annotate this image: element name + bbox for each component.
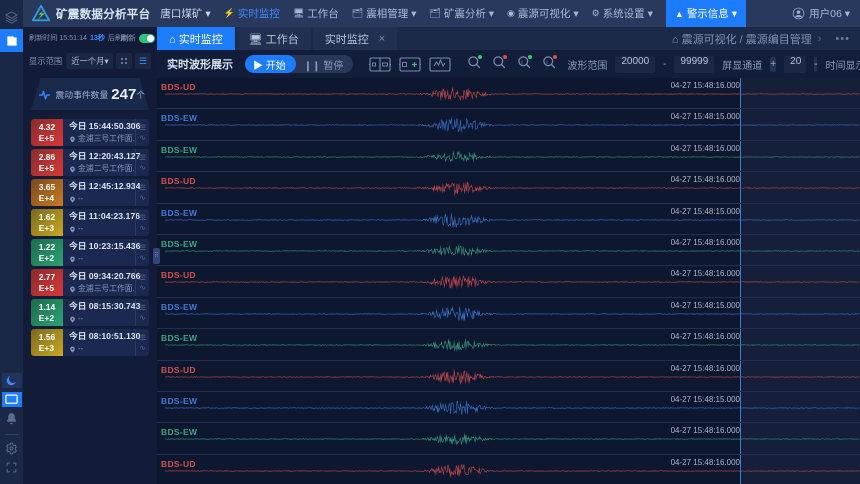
svg-text:i: i	[522, 60, 523, 66]
svg-text:i: i	[547, 60, 548, 66]
